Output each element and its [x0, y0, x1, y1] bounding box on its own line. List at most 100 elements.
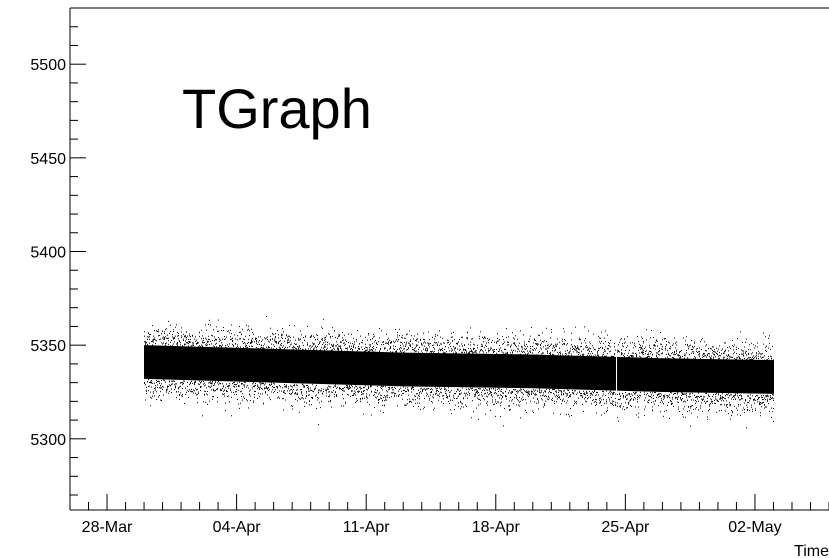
scatter-point — [508, 344, 509, 346]
scatter-core-column — [412, 352, 413, 387]
scatter-point — [256, 341, 257, 343]
scatter-point — [571, 344, 572, 346]
scatter-point — [594, 390, 595, 392]
scatter-point — [318, 344, 319, 346]
scatter-point — [650, 337, 651, 339]
scatter-point — [278, 343, 279, 345]
scatter-core-column — [569, 355, 570, 390]
scatter-point — [521, 346, 522, 348]
scatter-point — [732, 339, 733, 341]
scatter-point — [652, 392, 653, 394]
scatter-point — [720, 404, 721, 406]
scatter-point — [677, 398, 678, 400]
scatter-point — [544, 340, 545, 342]
scatter-core-column — [224, 347, 225, 382]
scatter-point — [475, 393, 476, 395]
scatter-point — [284, 392, 285, 394]
scatter-point — [719, 345, 720, 347]
scatter-point — [629, 349, 630, 351]
scatter-point — [541, 353, 542, 355]
scatter-point — [718, 393, 719, 395]
scatter-point — [458, 389, 459, 391]
scatter-point — [173, 343, 174, 345]
scatter-point — [228, 345, 229, 347]
scatter-point — [570, 408, 571, 410]
scatter-point — [186, 331, 187, 333]
scatter-point — [737, 393, 738, 395]
scatter-point — [346, 384, 347, 386]
scatter-point — [695, 357, 696, 359]
scatter-point — [170, 324, 171, 326]
scatter-point — [373, 348, 374, 350]
scatter-point — [255, 337, 256, 339]
scatter-point — [158, 331, 159, 333]
scatter-point — [435, 387, 436, 389]
scatter-point — [710, 357, 711, 359]
scatter-point — [282, 327, 283, 329]
scatter-core-column — [672, 358, 673, 393]
scatter-point — [194, 381, 195, 383]
scatter-point — [285, 337, 286, 339]
scatter-point — [162, 343, 163, 345]
scatter-point — [620, 339, 621, 341]
scatter-core-column — [504, 354, 505, 388]
scatter-point — [198, 383, 199, 385]
scatter-point — [197, 397, 198, 399]
scatter-core-column — [168, 345, 169, 380]
scatter-point — [679, 351, 680, 353]
scatter-core-column — [264, 348, 265, 383]
scatter-point — [454, 347, 455, 349]
scatter-point — [318, 392, 319, 394]
scatter-point — [545, 391, 546, 393]
scatter-point — [753, 398, 754, 400]
scatter-point — [442, 395, 443, 397]
scatter-point — [212, 382, 213, 384]
scatter-point — [687, 357, 688, 359]
scatter-point — [526, 391, 527, 393]
scatter-point — [308, 388, 309, 390]
scatter-point — [471, 350, 472, 352]
scatter-point — [224, 395, 225, 397]
scatter-point — [151, 397, 152, 399]
scatter-point — [524, 341, 525, 343]
scatter-point — [559, 397, 560, 399]
scatter-point — [391, 341, 392, 343]
scatter-point — [377, 386, 378, 388]
scatter-point — [717, 400, 718, 402]
scatter-point — [214, 346, 215, 348]
scatter-point — [245, 347, 246, 349]
scatter-point — [278, 337, 279, 339]
scatter-point — [517, 392, 518, 394]
scatter-point — [612, 404, 613, 406]
scatter-point — [567, 393, 568, 395]
scatter-point — [377, 389, 378, 391]
scatter-core-column — [323, 350, 324, 385]
scatter-point — [368, 332, 369, 334]
scatter-point — [519, 401, 520, 403]
scatter-point — [627, 398, 628, 400]
scatter-core-column — [695, 358, 696, 393]
scatter-point — [596, 391, 597, 393]
scatter-point — [560, 413, 561, 415]
scatter-point — [293, 388, 294, 390]
scatter-point — [516, 396, 517, 398]
scatter-point — [466, 352, 467, 354]
scatter-point — [194, 383, 195, 385]
scatter-point — [521, 389, 522, 391]
scatter-point — [400, 344, 401, 346]
scatter-point — [272, 338, 273, 340]
scatter-point — [549, 345, 550, 347]
scatter-point — [660, 396, 661, 398]
scatter-point — [350, 349, 351, 351]
scatter-point — [176, 324, 177, 326]
scatter-point — [367, 339, 368, 341]
scatter-point — [580, 394, 581, 396]
scatter-point — [602, 356, 603, 358]
scatter-point — [596, 399, 597, 401]
scatter-point — [168, 340, 169, 342]
scatter-core-column — [204, 346, 205, 381]
scatter-point — [370, 345, 371, 347]
scatter-point — [281, 344, 282, 346]
scatter-point — [261, 344, 262, 346]
scatter-core-column — [640, 357, 641, 392]
